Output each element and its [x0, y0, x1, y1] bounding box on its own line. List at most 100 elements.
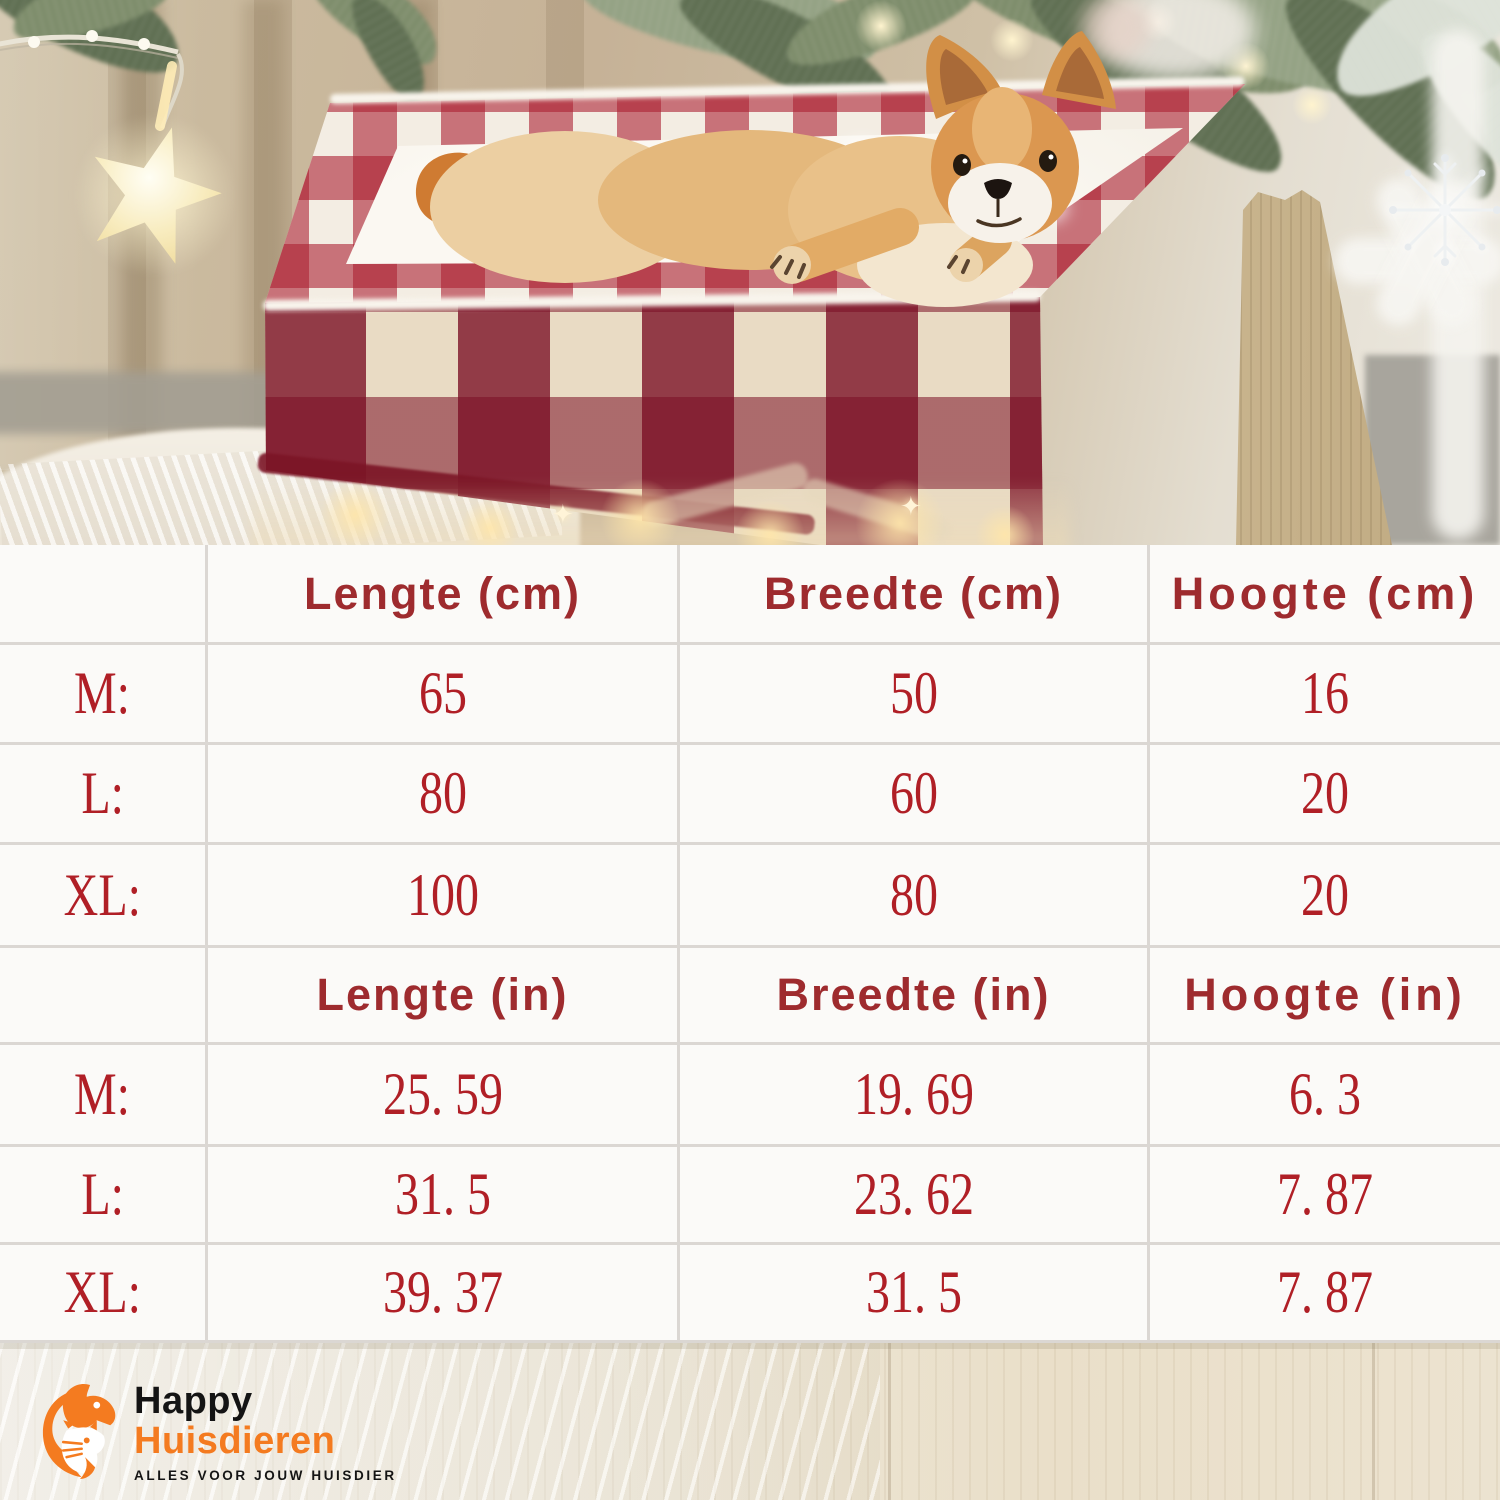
- size-value: 65: [418, 660, 467, 726]
- size-value: 20: [1301, 760, 1349, 826]
- brand-name-line1: Happy: [134, 1380, 253, 1422]
- size-value: 50: [889, 660, 938, 726]
- sparkle-icon: ✦: [552, 500, 574, 530]
- wire-bulb: [138, 38, 150, 50]
- dog-eye-glint: [962, 158, 968, 164]
- column-header-label: Hoogte (in): [1184, 969, 1466, 1020]
- dog: [415, 31, 1116, 307]
- size-label: XL:: [63, 1259, 142, 1325]
- size-label: M:: [74, 1061, 131, 1127]
- size-value-cell: 60: [680, 745, 1150, 845]
- wire-bulb: [86, 30, 98, 42]
- logo-swoosh: [42, 1391, 82, 1478]
- product-photo: ✦ ✦: [0, 0, 1500, 545]
- size-label-cell: L:: [0, 1147, 208, 1245]
- size-value-cell: 80: [208, 745, 680, 845]
- wire-bulb: [28, 36, 40, 48]
- size-value-cell: 7. 87: [1150, 1147, 1500, 1245]
- floor-edge-shadow: [0, 1343, 1500, 1349]
- floor-plank-seam: [888, 1343, 891, 1500]
- floor-plank-seam: [1372, 1343, 1375, 1500]
- size-value: 80: [418, 760, 467, 826]
- size-value: 39. 37: [382, 1259, 503, 1325]
- bokeh-light: [460, 498, 520, 545]
- size-value: 31. 5: [394, 1161, 491, 1227]
- dog-muzzle: [948, 163, 1052, 243]
- column-header-cell: Breedte (cm): [680, 545, 1150, 645]
- size-value-cell: 50: [680, 645, 1150, 745]
- size-value-cell: 80: [680, 845, 1150, 948]
- wood-floor-streaks: [0, 1343, 880, 1500]
- size-value-cell: 39. 37: [208, 1245, 680, 1343]
- size-value-cell: 20: [1150, 745, 1500, 845]
- size-value-cell: 6. 3: [1150, 1045, 1500, 1147]
- snowflake-icon: [1389, 154, 1500, 266]
- size-value-cell: 23. 62: [680, 1147, 1150, 1245]
- size-value-cell: 20: [1150, 845, 1500, 948]
- bokeh-light: [855, 478, 945, 545]
- size-value: 100: [406, 861, 479, 928]
- column-header-cell: Hoogte (cm): [1150, 545, 1500, 645]
- size-value-cell: 16: [1150, 645, 1500, 745]
- bokeh-light: [975, 505, 1035, 545]
- size-label-cell: XL:: [0, 845, 208, 948]
- size-value: 7. 87: [1277, 1161, 1373, 1227]
- wall-shadow: [0, 372, 280, 434]
- dog-paw-claws: [770, 255, 806, 279]
- logo-dog-eye: [93, 1401, 101, 1409]
- size-value: 20: [1301, 861, 1349, 928]
- column-header-cell: Lengte (cm): [208, 545, 680, 645]
- column-header-cell: Lengte (in): [208, 948, 680, 1045]
- column-header-label: Breedte (in): [776, 969, 1051, 1020]
- sparkle-icon: ✦: [900, 492, 922, 522]
- size-label-cell: L:: [0, 745, 208, 845]
- size-value: 16: [1301, 660, 1349, 726]
- brand-tagline: ALLES VOOR JOUW HUISDIER: [134, 1468, 397, 1483]
- size-value-cell: 7. 87: [1150, 1245, 1500, 1343]
- table-corner-cell: [0, 948, 208, 1045]
- logo-dog-head: [62, 1384, 116, 1429]
- size-value: 60: [889, 760, 938, 826]
- size-value: 23. 62: [853, 1161, 974, 1227]
- brand-name-line2: Huisdieren: [134, 1420, 336, 1462]
- size-value-cell: 31. 5: [680, 1245, 1150, 1343]
- bokeh-light: [600, 478, 680, 545]
- logo-cat-chest: [80, 1457, 96, 1479]
- size-value: 80: [889, 861, 938, 928]
- logo-cat-face: [61, 1427, 105, 1474]
- column-header-label: Lengte (in): [316, 969, 569, 1020]
- brand-logo: Happy Huisdieren ALLES VOOR JOUW HUISDIE…: [38, 1372, 458, 1492]
- brand-text: Happy Huisdieren ALLES VOOR JOUW HUISDIE…: [134, 1381, 397, 1483]
- size-value: 19. 69: [853, 1061, 974, 1127]
- dog-cat-logo-icon: [42, 1384, 116, 1479]
- size-value-cell: 25. 59: [208, 1045, 680, 1147]
- size-value-cell: 100: [208, 845, 680, 948]
- dog-ear-left-inner: [939, 49, 988, 105]
- size-value: 31. 5: [865, 1259, 962, 1325]
- logo-cat-eye: [83, 1437, 90, 1444]
- dog-nose: [984, 179, 1012, 199]
- size-value-cell: 65: [208, 645, 680, 745]
- bokeh-light: [320, 480, 390, 545]
- dog-paw-claws: [947, 255, 970, 274]
- column-header-cell: Breedte (in): [680, 948, 1150, 1045]
- size-value-cell: 19. 69: [680, 1045, 1150, 1147]
- dog-mouth: [976, 217, 1022, 228]
- fairy-light-glint: [990, 18, 1034, 62]
- size-label: L:: [81, 1161, 124, 1227]
- fairy-light-glint: [1292, 85, 1332, 125]
- size-label-cell: XL:: [0, 1245, 208, 1343]
- size-table: Lengte (cm) Breedte (cm) Hoogte (cm) M: …: [0, 545, 1500, 1343]
- column-header-cell: Hoogte (in): [1150, 948, 1500, 1045]
- size-label: M:: [74, 660, 131, 726]
- table-corner-cell: [0, 545, 208, 645]
- column-header-label: Hoogte (cm): [1171, 567, 1479, 619]
- logo-cat-whiskers: [61, 1440, 83, 1459]
- dog-ear-right-inner: [1056, 47, 1104, 99]
- dog-eye-glint: [1048, 154, 1054, 160]
- dog-eye-right: [1039, 150, 1057, 172]
- size-value-cell: 31. 5: [208, 1147, 680, 1245]
- column-header-label: Breedte (cm): [763, 567, 1064, 619]
- size-value: 6. 3: [1289, 1061, 1361, 1127]
- column-header-label: Lengte (cm): [303, 567, 581, 619]
